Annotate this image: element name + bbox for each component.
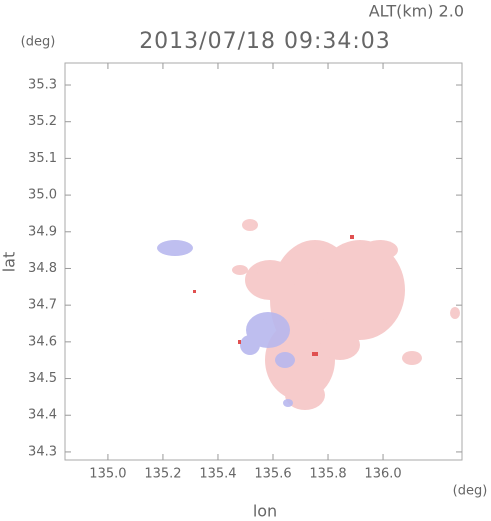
y-tick-label: 34.4 — [28, 408, 57, 423]
y-tick-label: 35.2 — [28, 114, 57, 129]
x-tick-label: 135.6 — [254, 467, 291, 482]
y-tick-label: 34.8 — [28, 261, 57, 276]
x-tick-label: 135.0 — [89, 467, 126, 482]
y-unit: (deg) — [21, 35, 56, 50]
plot-frame — [64, 62, 463, 461]
y-tick-label: 35.3 — [28, 78, 57, 93]
y-tick-label: 35.1 — [28, 151, 57, 166]
x-tick-label: 135.8 — [309, 467, 346, 482]
chart-title: 2013/07/18 09:34:03 — [139, 29, 391, 54]
y-axis-label: lat — [0, 252, 19, 273]
x-tick-label: 135.4 — [199, 467, 236, 482]
y-tick-label: 35.0 — [28, 188, 57, 203]
y-tick-label: 34.7 — [28, 298, 57, 313]
y-tick-label: 34.3 — [28, 444, 57, 459]
y-tick-label: 34.5 — [28, 371, 57, 386]
y-tick-label: 34.9 — [28, 224, 57, 239]
radar-echo — [157, 219, 460, 410]
altitude-annotation: ALT(km) 2.0 — [369, 2, 464, 21]
x-tick-label: 136.0 — [364, 467, 401, 482]
x-axis-label: lon — [253, 502, 277, 521]
x-tick-label: 135.2 — [144, 467, 181, 482]
x-unit: (deg) — [453, 484, 488, 499]
y-tick-label: 34.6 — [28, 334, 57, 349]
